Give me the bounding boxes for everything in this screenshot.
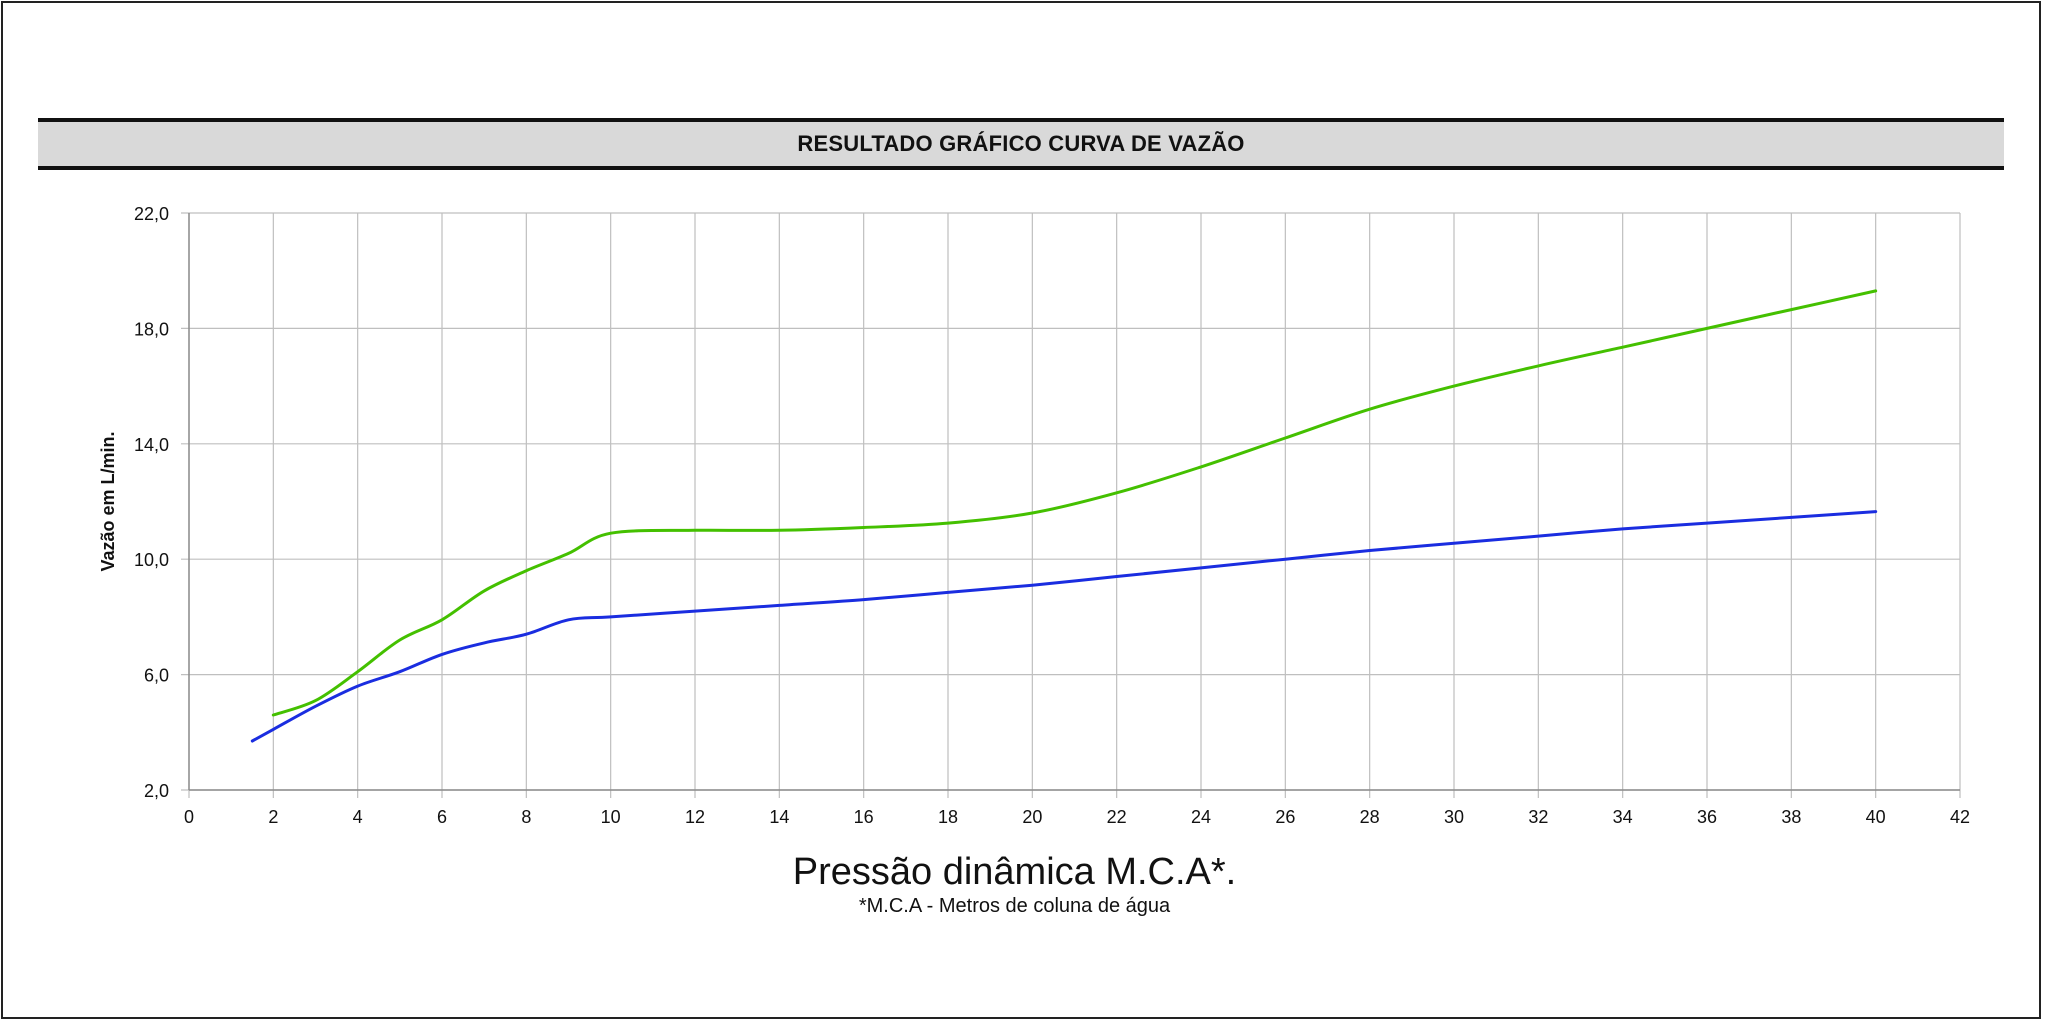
series-lines [250,289,1878,743]
y-axis-ticks: 2,0 6,0 10,0 14,0 18,0 22,0 [134,204,169,801]
x-tick-label: 22 [1107,807,1127,827]
x-tick-label: 34 [1613,807,1633,827]
x-tick-label: 26 [1275,807,1295,827]
x-tick-label: 40 [1866,807,1886,827]
x-axis-ticks: 0 2 4 6 8 10 12 14 16 18 20 22 24 26 28 30 32 34 36 38 40 42 [184,807,1970,827]
x-tick-label: 10 [601,807,621,827]
x-tick-label: 12 [685,807,705,827]
grid-lines [181,212,1961,798]
y-tick-label: 18,0 [134,319,169,339]
x-tick-label: 32 [1528,807,1548,827]
x-tick-label: 28 [1360,807,1380,827]
x-tick-label: 2 [268,807,278,827]
x-tick-label: 36 [1697,807,1717,827]
y-tick-label: 2,0 [144,781,169,801]
title-banner: RESULTADO GRÁFICO CURVA DE VAZÃO [38,118,2004,170]
x-tick-label: 24 [1191,807,1211,827]
x-tick-label: 38 [1781,807,1801,827]
x-tick-label: 18 [938,807,958,827]
series-line-2 [250,510,1878,743]
x-tick-label: 42 [1950,807,1970,827]
y-tick-label: 14,0 [134,435,169,455]
series-line-1 [271,289,1878,717]
x-axis-note: *M.C.A - Metros de coluna de água [859,895,1171,917]
x-tick-label: 20 [1022,807,1042,827]
x-tick-label: 0 [184,807,194,827]
y-tick-label: 10,0 [134,550,169,570]
x-axis-label: Pressão dinâmica M.C.A*. [793,851,1237,893]
y-tick-label: 22,0 [134,204,169,224]
x-tick-label: 14 [769,807,789,827]
x-tick-label: 6 [437,807,447,827]
x-tick-label: 30 [1444,807,1464,827]
y-axis-label: Vazão em L/min. [98,431,118,571]
x-tick-label: 16 [854,807,874,827]
chart-title: RESULTADO GRÁFICO CURVA DE VAZÃO [797,131,1245,156]
y-tick-label: 6,0 [144,666,169,686]
x-tick-label: 4 [353,807,363,827]
x-tick-label: 8 [521,807,531,827]
